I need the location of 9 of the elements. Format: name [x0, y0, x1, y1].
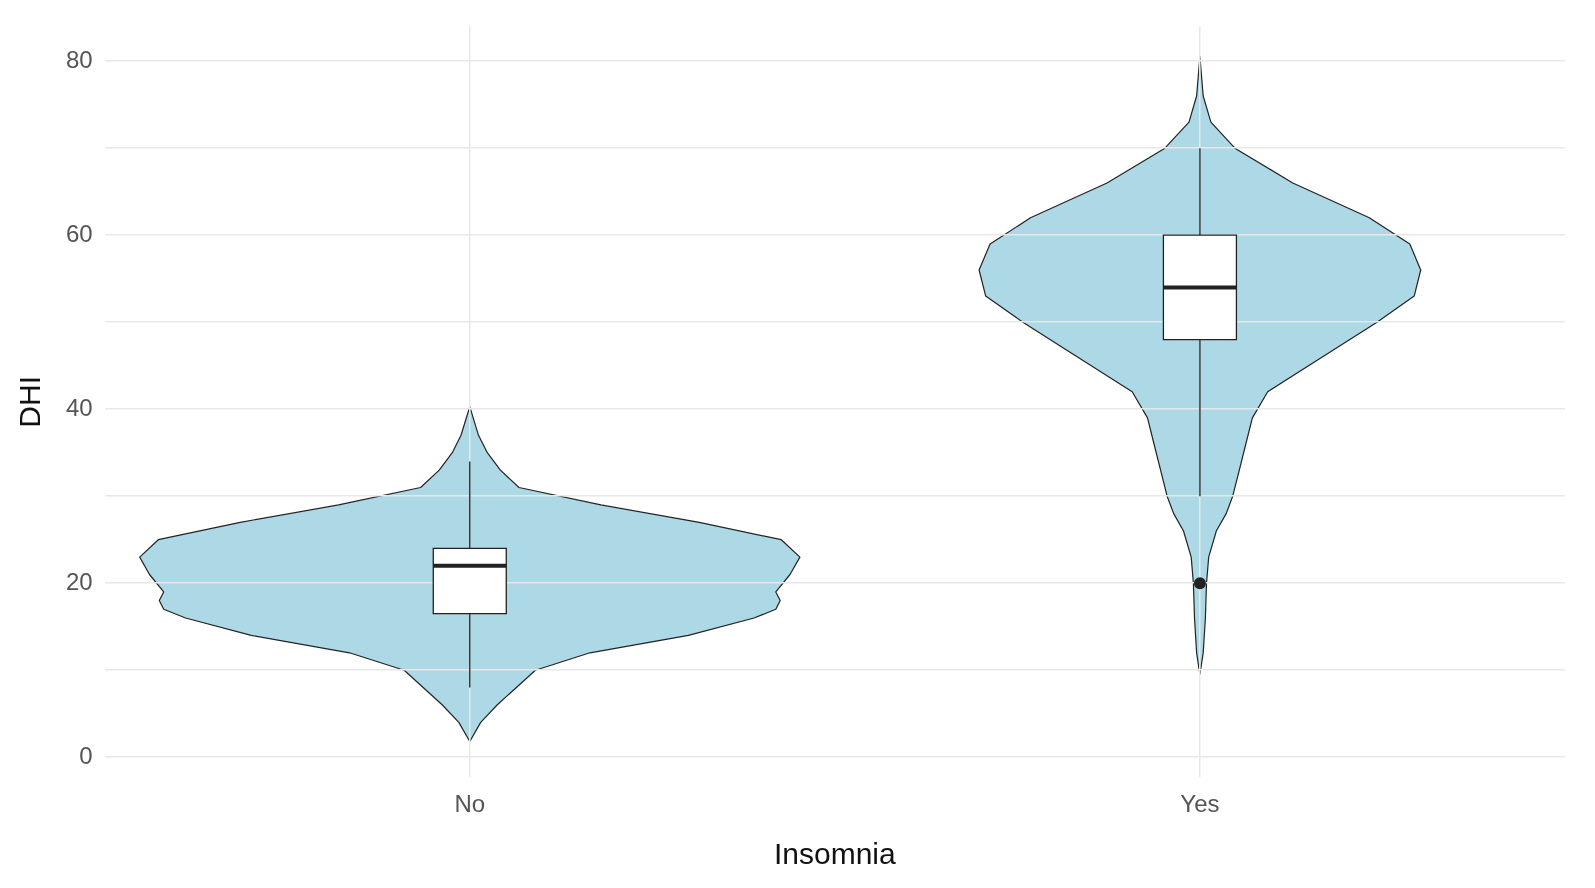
y-tick-label: 20 — [65, 567, 93, 595]
x-tick-label: No — [454, 790, 486, 818]
x-tick-label: Yes — [1180, 790, 1220, 818]
y-tick-label: 60 — [65, 219, 93, 247]
x-axis-title: Insomnia — [773, 837, 897, 871]
y-tick-label: 40 — [65, 393, 93, 421]
y-axis-title: DHI — [13, 375, 47, 428]
y-tick-label: 0 — [79, 741, 93, 769]
y-tick-label: 80 — [65, 45, 93, 73]
